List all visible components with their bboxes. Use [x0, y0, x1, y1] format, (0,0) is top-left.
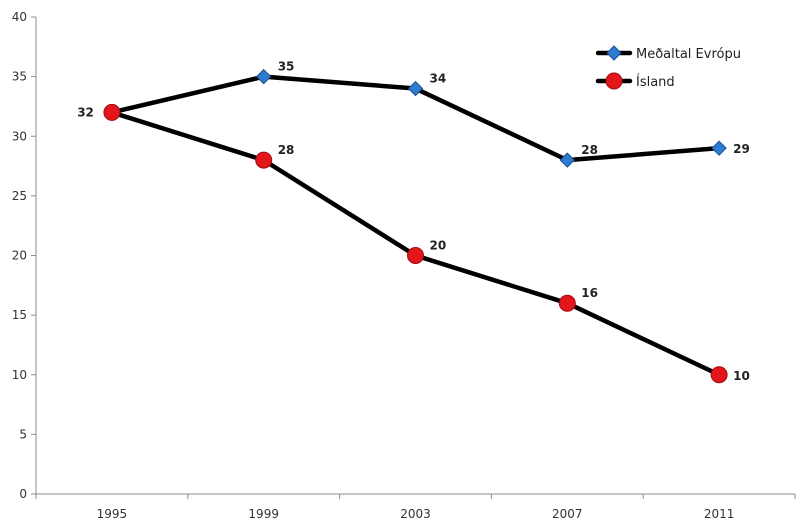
- data-point-1-2: [407, 247, 424, 264]
- data-point-1-1: [255, 151, 273, 169]
- series-lines: [109, 74, 722, 377]
- x-tick-label: 1995: [97, 507, 128, 521]
- x-axis: 1995 1999 2003 2007 2011: [35, 493, 796, 521]
- legend-label-0: Meðaltal Evrópu: [636, 47, 741, 62]
- legend-label-1: Ísland: [636, 74, 675, 90]
- data-point-1-3: [558, 294, 576, 312]
- legend: Meðaltal Evrópu Ísland: [595, 45, 741, 90]
- y-tick-label: 5: [19, 427, 27, 441]
- legend-marker-0: [606, 45, 622, 61]
- data-point-1-4: [710, 366, 728, 384]
- data-point-0-3: [559, 152, 576, 168]
- data-label-0-0: 32: [77, 105, 94, 119]
- x-tick-label: 2011: [704, 507, 735, 521]
- data-point-0-1: [255, 68, 272, 85]
- x-tick-label: 1999: [248, 507, 279, 521]
- data-label-0-3: 28: [581, 143, 598, 157]
- data-label-1-4: 10: [733, 369, 750, 383]
- series-line-1: [109, 110, 722, 377]
- y-tick-label: 20: [12, 249, 27, 263]
- data-label-1-2: 20: [430, 239, 447, 253]
- y-tick-label: 35: [12, 70, 27, 84]
- x-tick-label: 2003: [400, 507, 431, 521]
- y-tick-label: 25: [12, 189, 27, 203]
- data-label-1-3: 16: [581, 286, 598, 300]
- y-tick-label: 30: [12, 129, 27, 143]
- legend-marker-1: [605, 72, 623, 90]
- x-tick-label: 2007: [552, 507, 583, 521]
- data-labels: 32 35 34 28 29 28 20 16 10: [77, 60, 750, 383]
- data-label-1-1: 28: [278, 143, 295, 157]
- data-point-0-4: [711, 140, 727, 156]
- y-tick-label: 15: [12, 308, 27, 322]
- data-label-0-4: 29: [733, 142, 750, 156]
- y-tick-label: 10: [12, 368, 27, 382]
- y-tick-label: 0: [19, 487, 27, 501]
- data-point-0-2: [407, 80, 424, 97]
- y-tick-label: 40: [12, 10, 27, 24]
- data-label-0-1: 35: [278, 60, 295, 74]
- y-axis: 0 5 10 15 20 25 30 35 40: [12, 10, 37, 501]
- series-markers: [103, 68, 728, 384]
- data-point-1-0: [103, 103, 121, 121]
- data-label-0-2: 34: [430, 72, 447, 86]
